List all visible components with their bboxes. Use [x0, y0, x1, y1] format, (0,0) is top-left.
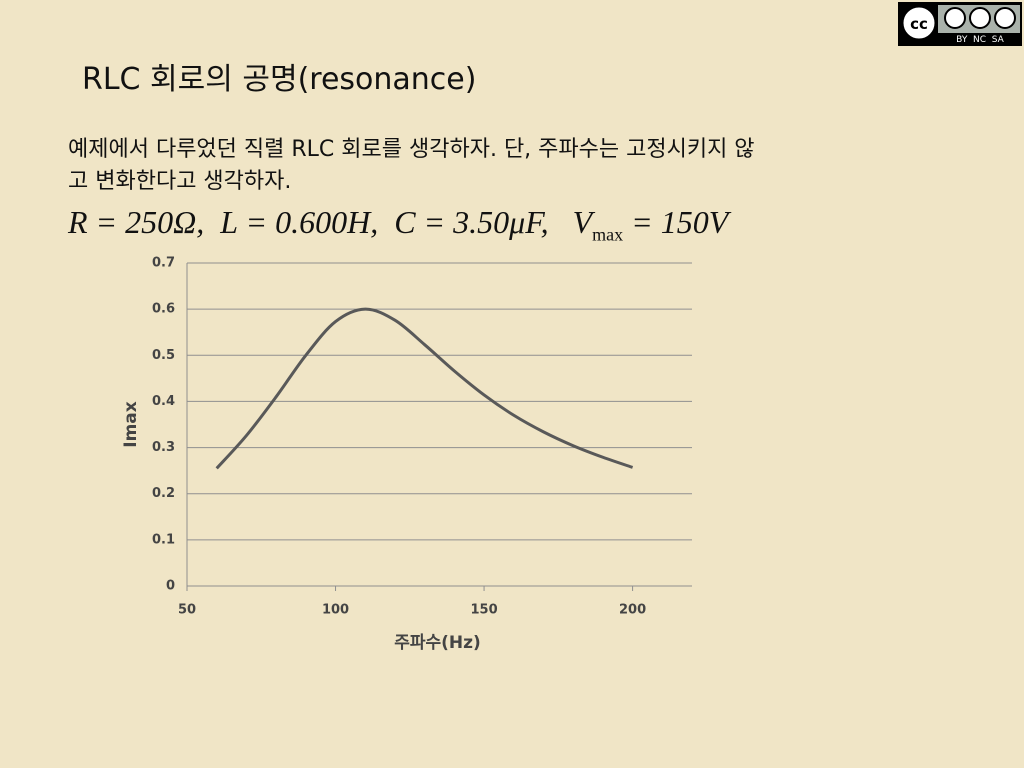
x-tick-label: 200 — [619, 603, 646, 618]
y-tick-label: 0.1 — [152, 532, 175, 547]
equation: R = 250Ω, L = 0.600H, C = 3.50μF, Vmax =… — [68, 204, 728, 245]
body-line: 고 변화한다고 생각하자. — [68, 169, 292, 194]
y-tick-label: 0.4 — [152, 394, 175, 409]
body-line: 예제에서 다루었던 직렬 RLC 회로를 생각하자. 단, 주파수는 고정시키지… — [68, 137, 755, 162]
x-tick-label: 100 — [322, 603, 349, 618]
cc-circle — [900, 4, 938, 42]
y-axis-label: Imax — [121, 401, 141, 448]
y-tick-label: 0 — [166, 579, 175, 594]
equation-rest: = 150V — [623, 204, 729, 240]
sa-icon — [994, 7, 1016, 29]
by-icon — [944, 7, 966, 29]
equation-subscript: max — [592, 224, 624, 245]
body-text: 예제에서 다루었던 직렬 RLC 회로를 생각하자. 단, 주파수는 고정시키지… — [68, 134, 755, 198]
license-labels: BY NC SA — [956, 35, 1005, 45]
y-tick-label: 0.3 — [152, 440, 175, 455]
y-tick-label: 0.2 — [152, 486, 175, 501]
equation-main: R = 250Ω, L = 0.600H, C = 3.50μF, V — [68, 204, 593, 240]
y-tick-label: 0.5 — [152, 348, 175, 363]
x-tick-label: 150 — [470, 603, 497, 618]
y-tick-label: 0.7 — [152, 256, 175, 271]
y-tick-label: 0.6 — [152, 302, 175, 317]
line-series — [215, 307, 634, 470]
license-badge: cc BY NC SA — [898, 2, 1022, 46]
cc-text: cc — [910, 15, 928, 33]
x-axis-label: 주파수(Hz) — [394, 633, 481, 653]
x-tick-label: 50 — [178, 603, 196, 618]
nc-icon — [969, 7, 991, 29]
slide-title: RLC 회로의 공명(resonance) — [82, 62, 477, 97]
